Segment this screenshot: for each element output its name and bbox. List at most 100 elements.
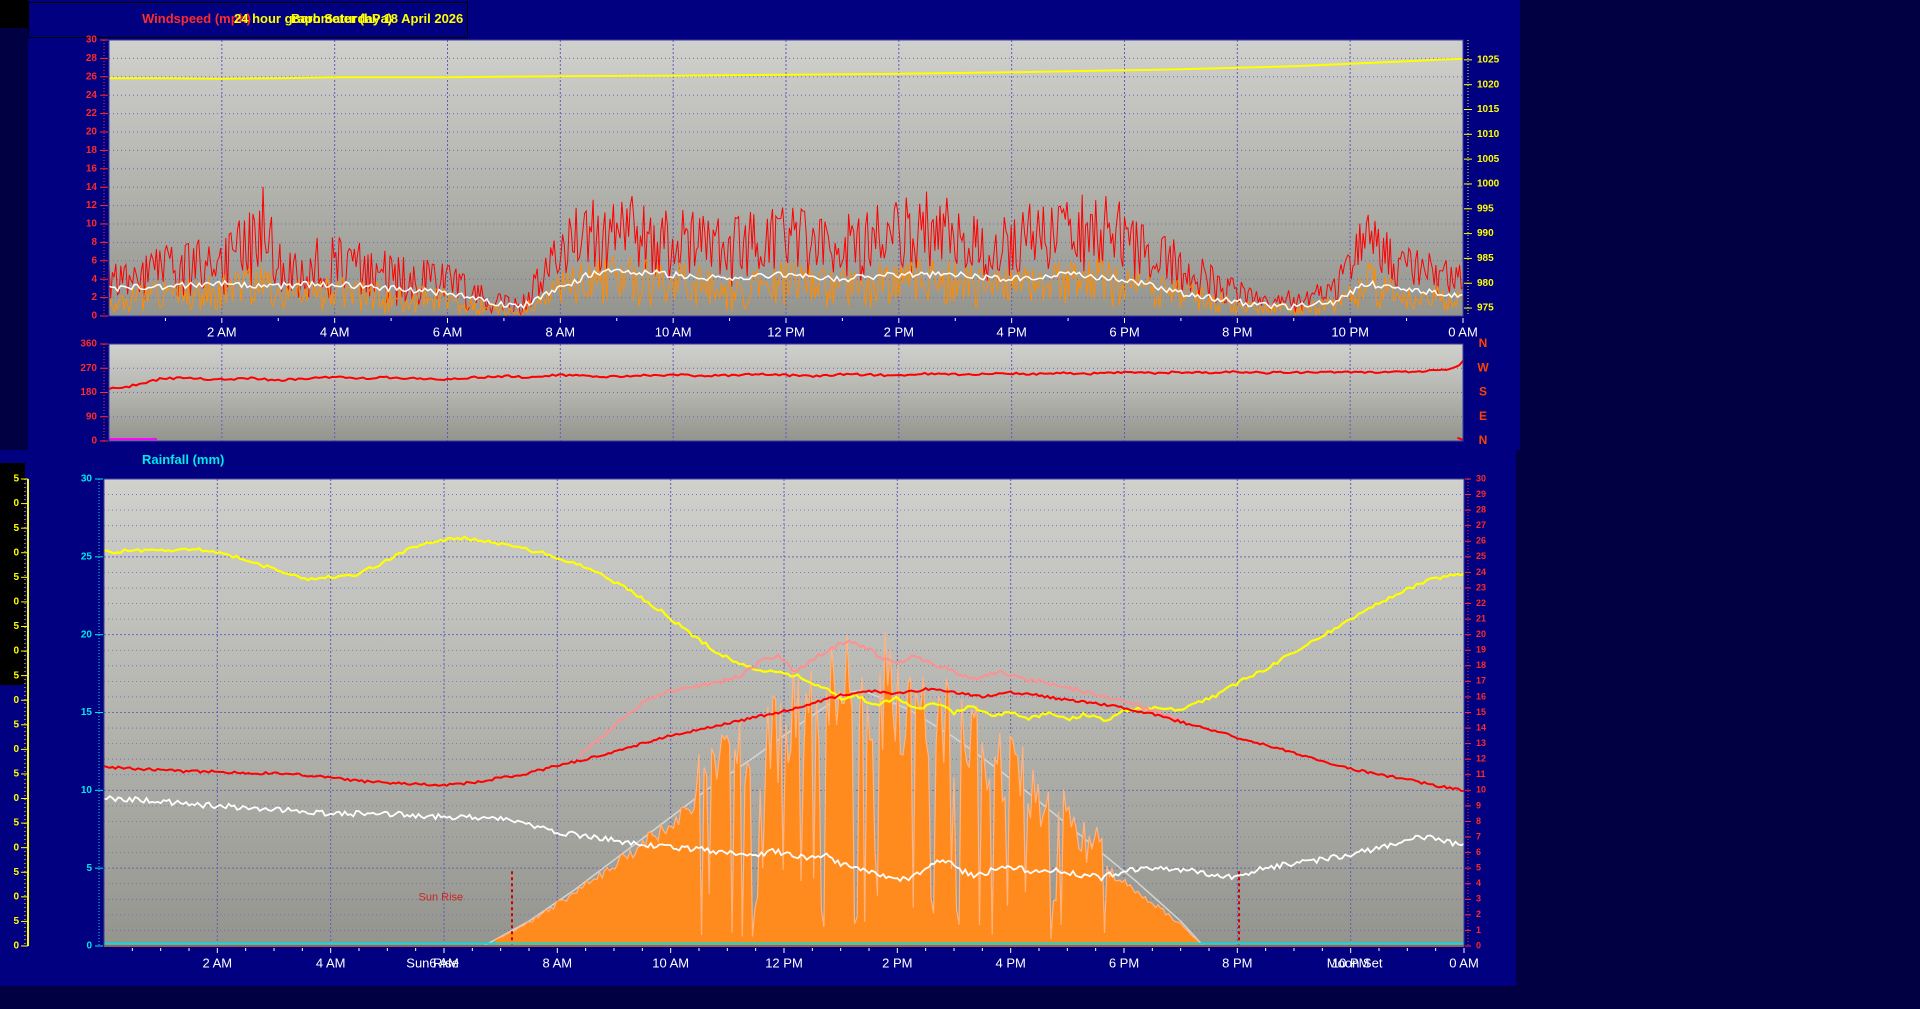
axis-label: 3 (1476, 894, 1481, 904)
solar-axis-label: 0 (13, 842, 19, 853)
time-label: 8 AM (543, 955, 573, 970)
axis-label: 0 (91, 311, 97, 322)
axis-label: 8 (1476, 816, 1481, 826)
temperature-right-axis: 3029282726252423222120191817161514131211… (1465, 473, 1486, 950)
solar-axis-label: 5 (13, 916, 19, 927)
axis-label: 1020 (1477, 79, 1500, 90)
axis-label: 6 (91, 255, 97, 266)
vertical-gridlines (221, 40, 1351, 316)
solar-axis-label: 5 (13, 867, 19, 878)
axis-label: 270 (80, 363, 97, 374)
time-label: 2 AM (203, 955, 233, 970)
axis-label: 25 (1476, 551, 1486, 561)
solar-axis-label: 5 (13, 474, 19, 485)
time-label: 10 AM (655, 324, 692, 339)
axis-label: 180 (80, 387, 97, 398)
axis-label: 2 (91, 292, 97, 303)
temperature-solar-chart: Sun Rise30252015105030292827262524232221… (13, 473, 1486, 970)
time-label: 4 AM (316, 955, 346, 970)
solar-radiation-topline (494, 631, 1209, 947)
axis-label: 24 (86, 90, 98, 101)
time-label: 8 AM (546, 324, 576, 339)
axis-label: 985 (1477, 253, 1494, 264)
axis-label: 18 (1476, 660, 1486, 670)
axis-label: 1 (1476, 925, 1481, 935)
time-label: 2 AM (207, 324, 237, 339)
astro-time-label: Sun Rise (406, 955, 459, 970)
time-label: 0 AM (1448, 324, 1478, 339)
axis-label: 1005 (1477, 154, 1500, 165)
axis-label: 17 (1476, 676, 1486, 686)
axis-label: 6 (1476, 847, 1481, 857)
dewpoint-white-line (104, 795, 1465, 883)
axis-label: 1000 (1477, 179, 1500, 190)
compass-letter: N (1479, 336, 1488, 350)
axis-label: 360 (80, 339, 97, 350)
axis-label: 10 (81, 785, 93, 796)
solar-axis-label: 0 (13, 597, 19, 608)
plot-border (108, 343, 1464, 442)
time-label: 12 PM (767, 324, 805, 339)
solar-axis-label: 0 (13, 941, 19, 952)
axis-label: 12 (1476, 754, 1486, 764)
time-label: 10 PM (1332, 955, 1370, 970)
axis-label: 8 (91, 237, 97, 248)
wind-gust-line (108, 186, 1464, 316)
axis-label: 13 (1476, 738, 1486, 748)
solar-axis-label: 5 (13, 719, 19, 730)
windspeed-line (108, 256, 1464, 317)
solar-axis-label: 5 (13, 818, 19, 829)
time-label: 6 AM (429, 955, 459, 970)
barometer-right-axis: 1025 1020 1015 1010 1005 1000 995 990 985 980 975 (1464, 40, 1500, 316)
compass-letter: N (1479, 433, 1488, 447)
axis-label: 90 (86, 411, 98, 422)
solar-axis-label: 0 (13, 547, 19, 558)
axis-label: 9 (1476, 800, 1481, 810)
axis-label: 1010 (1477, 129, 1500, 140)
axis-label: 21 (1476, 613, 1486, 623)
compass-letter: E (1479, 409, 1487, 423)
axis-label: 0 (86, 941, 92, 952)
black-side-strip (0, 463, 25, 685)
solar-axis-label: 0 (13, 793, 19, 804)
axis-label: 22 (1476, 598, 1486, 608)
time-label: 8 PM (1222, 955, 1252, 970)
axis-label: 14 (86, 182, 98, 193)
solar-axis-label: 0 (13, 891, 19, 902)
compass-letter: W (1477, 360, 1489, 374)
axis-label: 11 (1476, 769, 1486, 779)
axis-label: 30 (86, 35, 98, 46)
time-label: 10 AM (652, 955, 689, 970)
rainfall-left-axis: 30 25 20 15 10 5 0 (81, 474, 103, 952)
axis-label: 14 (1476, 722, 1486, 732)
axis-label: 28 (86, 53, 98, 64)
vertical-gridlines (221, 344, 1351, 441)
time-label: 6 PM (1109, 955, 1139, 970)
rainfall-title: Rainfall (mm) (142, 452, 225, 467)
solar-axis-label: 0 (13, 646, 19, 657)
solar-axis-label: 0 (13, 498, 19, 509)
axis-label: 24 (1476, 567, 1486, 577)
windspeed-barometer-chart: 3028262422201816141210864201025102010151… (80, 35, 1500, 448)
axis-label: 19 (1476, 645, 1486, 655)
time-label: 10 PM (1331, 324, 1369, 339)
axis-label: 995 (1477, 203, 1494, 214)
temperature-red-line (103, 687, 1465, 792)
time-label: 8 PM (1222, 324, 1252, 339)
axis-label: 20 (1476, 629, 1486, 639)
axis-label: 4 (1476, 878, 1481, 888)
time-label: 4 PM (995, 955, 1025, 970)
axis-label: 10 (1476, 785, 1486, 795)
time-label: 12 PM (765, 955, 803, 970)
solar-axis-label: 0 (13, 695, 19, 706)
direction-left-axis: 360 270 180 90 0 (80, 339, 108, 447)
time-label: 4 AM (320, 324, 350, 339)
axis-label: 29 (1476, 489, 1486, 499)
bottom-time-axis: 2 AM 4 AM 6 AM 8 AM 10 AM 12 PM 2 PM 4 PM 6 PM 8 … (131, 948, 1479, 970)
solar-outer-axis: 0 5 0 5 0 5 0 5 0 5 0 5 0 5 0 5 0 5 0 5 (13, 474, 29, 952)
axis-label: 5 (1476, 863, 1481, 873)
axis-label: 26 (86, 71, 98, 82)
solar-axis-label: 0 (13, 744, 19, 755)
